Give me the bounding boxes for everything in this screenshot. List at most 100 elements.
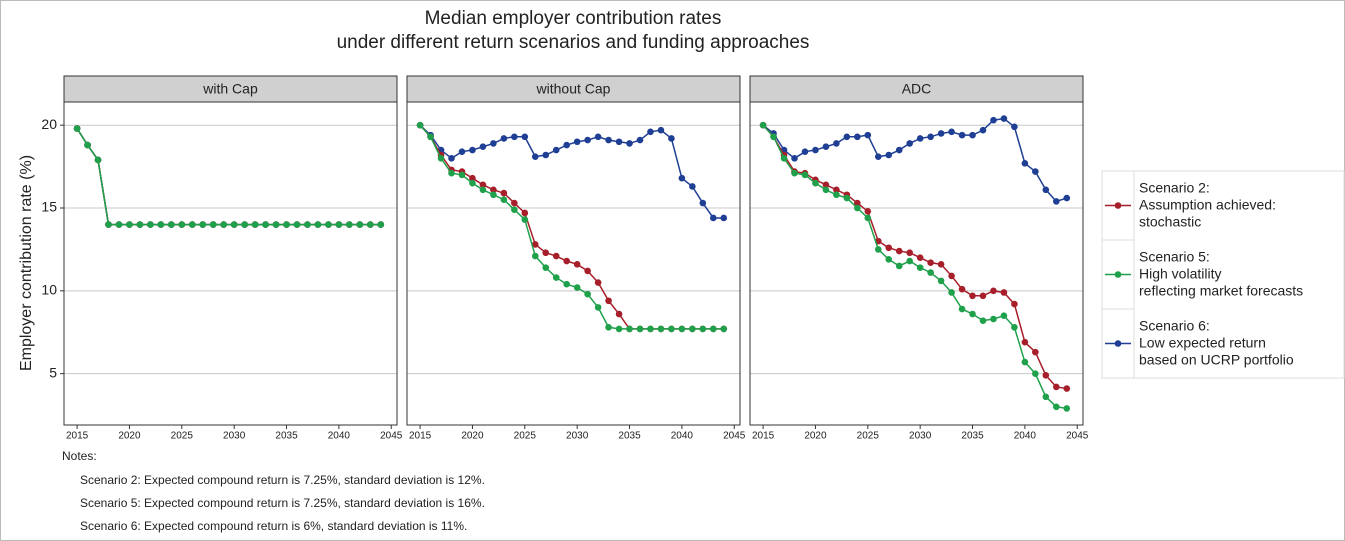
data-point [511,133,518,141]
data-point [458,171,466,179]
data-point [854,133,861,141]
data-point [73,125,81,132]
data-point [937,261,945,268]
x-tick-label: 2035 [275,431,298,442]
data-point [168,221,175,228]
data-point [563,141,570,149]
data-point [927,133,934,141]
x-tick-label: 2030 [566,431,589,442]
data-point [958,305,966,313]
data-point [1063,194,1071,202]
data-point [969,131,976,139]
data-point [615,325,623,333]
data-point [699,325,707,333]
data-point [709,325,717,333]
data-point [1032,168,1039,175]
data-point [864,131,872,139]
data-point [241,221,248,228]
data-point [594,304,602,311]
data-point [178,221,186,228]
data-point [479,186,487,194]
data-point [314,221,322,228]
data-point [720,325,728,333]
data-point [458,148,466,155]
data-point [262,221,269,228]
data-point [927,269,934,276]
data-point [469,179,476,187]
data-point [283,221,290,228]
panel-border [406,101,741,426]
data-point [448,169,455,177]
data-point [1021,338,1029,346]
data-point [647,128,654,136]
data-point [490,191,497,199]
panel [750,102,1083,425]
y-axis-label: Employer contribution rate (%) [18,155,35,371]
data-point [615,310,623,318]
data-point [948,272,955,280]
x-tick-label: 2015 [409,431,432,442]
data-point [304,221,311,228]
data-point [1000,289,1008,296]
data-point [833,186,840,194]
data-point [780,155,788,162]
legend-label: Scenario 2: Assumption achieved: stochasti… [1139,179,1276,229]
data-point [573,261,581,268]
x-tick-label: 2030 [909,431,932,442]
data-point [885,256,893,263]
x-tick-label: 2040 [328,431,351,442]
data-point [979,317,987,324]
legend-key-dot [1114,202,1122,209]
data-point [230,221,238,228]
data-point [791,155,798,162]
data-point [759,121,767,129]
data-point [979,126,987,134]
data-point [906,249,913,257]
data-point [594,133,602,141]
data-point [1011,323,1018,331]
data-point [937,277,945,285]
data-point [521,133,529,141]
data-point [115,221,123,228]
data-point [969,292,976,300]
data-point [885,151,893,159]
note: Scenario 5: Expected compound return is … [80,496,485,510]
panel [64,102,397,425]
data-point [874,246,882,253]
data-point [84,141,91,149]
data-point [325,221,332,228]
data-point [469,174,476,182]
x-tick-label: 2035 [961,431,984,442]
data-point [584,267,591,275]
data-point [293,221,301,228]
data-point [511,199,518,207]
data-point [895,262,903,270]
data-point [479,143,487,151]
data-point [801,171,809,179]
data-point [895,146,903,154]
data-point [469,146,476,154]
data-point [500,135,508,142]
x-tick-label: 2025 [171,431,194,442]
data-point [770,133,777,141]
data-point [833,140,840,147]
x-tick-label: 2020 [118,431,141,442]
y-tick-label: 15 [41,199,57,215]
legend-key-dot [1114,340,1122,347]
data-point [668,135,675,142]
data-point [647,325,654,333]
x-tick-label: 2015 [752,431,775,442]
data-point [1032,370,1039,377]
data-point [1042,393,1050,401]
data-point [1052,383,1060,391]
data-point [833,191,840,199]
data-point [220,221,227,228]
data-point [416,121,424,129]
data-point [272,221,280,228]
data-point [874,153,882,160]
data-point [668,325,675,333]
data-point [209,221,217,228]
data-point [500,189,508,197]
data-point [843,133,851,141]
data-point [605,297,612,305]
